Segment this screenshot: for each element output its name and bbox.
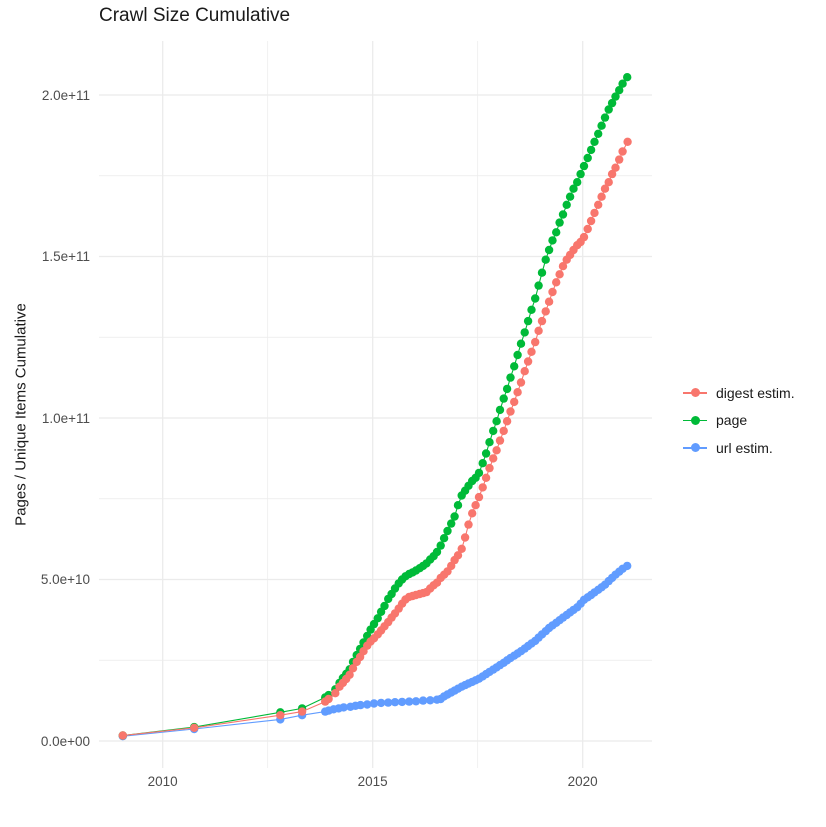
legend: digest estim. page url estim.: [683, 379, 795, 462]
legend-label: digest estim.: [716, 384, 795, 401]
x-tick-label: 2010: [147, 774, 178, 789]
legend-point-icon: [690, 443, 700, 453]
x-tick-label: 2015: [357, 774, 388, 789]
y-tick-label: 5.0e+10: [40, 572, 90, 587]
legend-point-icon: [690, 388, 700, 398]
legend-key-digest-estim: [683, 384, 707, 402]
chart-title: Crawl Size Cumulative: [99, 5, 291, 26]
x-tick-label: 2020: [567, 774, 598, 789]
legend-label: page: [716, 412, 748, 429]
legend-item-page: page: [683, 407, 795, 435]
y-tick-label: 0.0e+00: [40, 733, 90, 749]
legend-key-url-estim: [683, 439, 707, 457]
legend-label: url estim.: [716, 439, 773, 456]
legend-item-digest-estim: digest estim.: [683, 379, 795, 407]
y-tick-label: 2.0e+11: [41, 87, 90, 103]
legend-key-page: [683, 411, 707, 429]
y-tick-label: 1.5e+11: [41, 249, 90, 264]
y-tick-label: 1.0e+11: [41, 410, 90, 426]
legend-point-icon: [690, 415, 700, 425]
legend-item-url-estim: url estim.: [683, 434, 795, 462]
y-axis-title: Pages / Unique Items Cumulative: [12, 303, 30, 526]
